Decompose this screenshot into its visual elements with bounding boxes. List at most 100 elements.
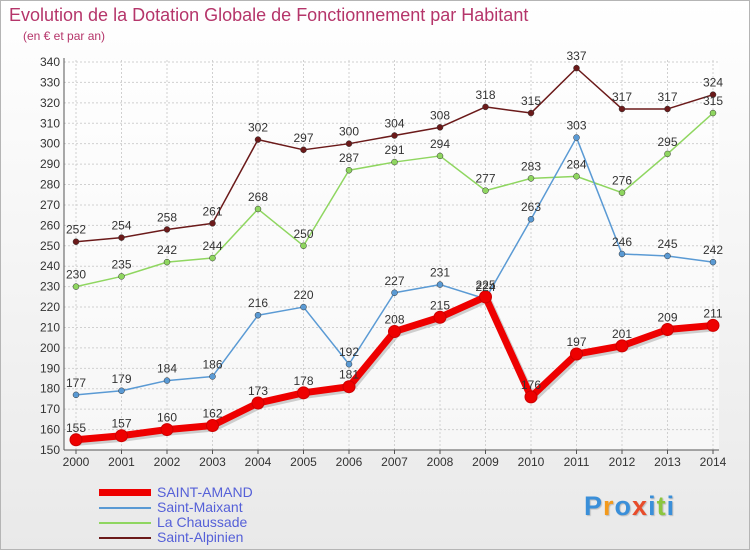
y-tick-label: 200 [40, 341, 60, 355]
data-label-saint-alpinien: 261 [202, 204, 222, 218]
legend-swatch-saint-maixant [99, 507, 151, 509]
y-tick-label: 160 [40, 423, 60, 437]
data-label-saint-alpinien: 254 [111, 219, 131, 233]
data-point-saint-amand [206, 418, 219, 432]
data-point-saint-amand [297, 386, 310, 400]
data-label-saint-maixant: 192 [339, 345, 359, 359]
x-tick-label: 2006 [336, 455, 363, 469]
data-point-saint-alpinien [118, 234, 125, 241]
legend-item-saint-alpinien: Saint-Alpinien [99, 530, 299, 545]
data-point-saint-maixant [300, 303, 307, 311]
data-point-la-chaussade [209, 254, 216, 262]
data-label-saint-alpinien: 337 [566, 49, 586, 63]
data-label-saint-maixant: 227 [384, 274, 404, 288]
data-label-saint-maixant: 186 [202, 357, 222, 371]
data-label-la-chaussade: 315 [703, 94, 723, 108]
data-point-la-chaussade [436, 152, 444, 160]
y-tick-label: 150 [40, 443, 60, 457]
data-point-saint-maixant [209, 373, 216, 380]
data-point-saint-maixant [163, 377, 171, 384]
y-tick-label: 280 [40, 178, 60, 192]
data-point-saint-maixant [573, 134, 580, 141]
data-label-saint-amand: 173 [248, 384, 268, 398]
data-point-saint-amand [388, 325, 401, 339]
data-label-la-chaussade: 250 [293, 227, 313, 241]
data-label-saint-amand: 197 [566, 335, 586, 349]
data-point-saint-maixant [527, 215, 535, 223]
data-point-saint-amand [115, 429, 128, 443]
data-point-la-chaussade [482, 187, 489, 194]
x-tick-label: 2004 [245, 455, 272, 469]
data-label-la-chaussade: 294 [430, 137, 450, 151]
data-label-saint-alpinien: 302 [248, 121, 268, 135]
legend-label-saint-amand: SAINT-AMAND [157, 484, 253, 500]
data-label-saint-maixant: 231 [430, 266, 450, 280]
y-tick-label: 180 [40, 382, 60, 396]
data-label-saint-amand: 201 [612, 327, 632, 341]
legend-label-saint-maixant: Saint-Maixant [157, 499, 243, 515]
data-point-la-chaussade [527, 175, 535, 182]
data-point-saint-amand [479, 290, 492, 304]
data-point-saint-alpinien [72, 238, 80, 245]
y-tick-label: 230 [40, 280, 60, 294]
legend-item-la-chaussade: La Chaussade [99, 515, 299, 530]
data-point-la-chaussade [664, 150, 671, 158]
data-point-saint-amand [615, 339, 629, 353]
logo-letter: P [584, 491, 604, 521]
data-point-saint-maixant [709, 258, 717, 266]
data-point-saint-amand [661, 323, 674, 337]
y-tick-label: 300 [40, 137, 60, 151]
data-label-saint-alpinien: 304 [384, 117, 404, 131]
data-point-saint-alpinien [163, 226, 171, 233]
data-point-saint-maixant [391, 289, 398, 297]
data-label-saint-amand: 157 [111, 417, 131, 431]
x-tick-label: 2010 [518, 455, 545, 469]
data-label-la-chaussade: 276 [612, 174, 632, 188]
chart-legend: SAINT-AMAND Saint-Maixant La Chaussade S… [99, 485, 299, 545]
data-point-saint-alpinien [709, 91, 717, 98]
chart-subtitle: (en € et par an) [23, 29, 106, 43]
data-point-la-chaussade [254, 205, 262, 213]
legend-swatch-saint-alpinien [99, 537, 151, 539]
data-point-saint-alpinien [618, 105, 626, 113]
data-point-saint-alpinien [300, 146, 307, 154]
logo-letter: r [603, 491, 615, 521]
logo-letter: x [632, 491, 649, 521]
data-point-saint-alpinien [391, 132, 398, 139]
x-tick-label: 2001 [108, 455, 135, 469]
data-label-saint-maixant: 177 [66, 376, 86, 390]
data-label-la-chaussade: 244 [202, 239, 222, 253]
legend-item-saint-amand: SAINT-AMAND [99, 485, 299, 500]
data-label-saint-maixant: 179 [111, 372, 131, 386]
data-label-saint-maixant: 224 [475, 280, 495, 294]
data-label-saint-amand: 215 [430, 298, 450, 312]
y-tick-label: 310 [40, 116, 60, 130]
x-tick-label: 2014 [700, 455, 727, 469]
x-tick-label: 2002 [154, 455, 181, 469]
legend-label-la-chaussade: La Chaussade [157, 514, 248, 530]
data-label-saint-amand: 155 [66, 421, 86, 435]
data-label-la-chaussade: 268 [248, 190, 268, 204]
data-point-saint-amand [706, 318, 720, 332]
data-point-la-chaussade [709, 109, 717, 117]
data-point-saint-maixant [254, 311, 262, 319]
logo-letter: o [614, 491, 633, 521]
data-point-la-chaussade [118, 273, 125, 280]
x-tick-label: 2011 [564, 455, 590, 469]
data-point-saint-amand [69, 433, 83, 447]
data-point-la-chaussade [618, 189, 626, 196]
data-point-saint-maixant [118, 387, 125, 395]
data-label-la-chaussade: 277 [475, 172, 495, 186]
data-label-saint-alpinien: 315 [521, 94, 541, 108]
data-label-la-chaussade: 235 [111, 257, 131, 271]
data-label-saint-alpinien: 252 [66, 223, 86, 237]
data-point-la-chaussade [391, 158, 398, 166]
data-label-la-chaussade: 295 [657, 135, 677, 149]
data-label-la-chaussade: 291 [384, 143, 404, 157]
data-label-saint-alpinien: 324 [703, 76, 723, 90]
data-point-la-chaussade [300, 242, 307, 250]
data-label-saint-amand: 208 [384, 313, 404, 327]
y-tick-label: 190 [40, 361, 60, 375]
data-label-la-chaussade: 283 [521, 159, 541, 173]
